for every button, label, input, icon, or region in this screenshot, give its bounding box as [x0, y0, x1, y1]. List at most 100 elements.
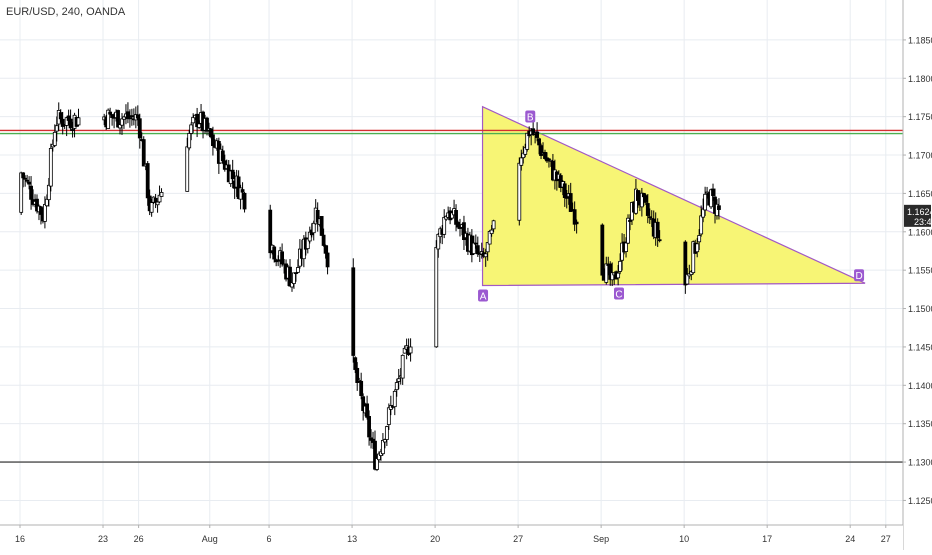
candle-body [489, 229, 494, 235]
candle-body [645, 203, 650, 216]
candle-body [525, 132, 530, 150]
pattern-label: D [855, 271, 862, 282]
candle [624, 237, 628, 258]
candle [48, 143, 53, 192]
price-tag-bg [904, 204, 931, 227]
candle [626, 214, 630, 245]
candle [60, 111, 65, 135]
x-tick-label: 23 [98, 534, 108, 544]
pattern-label: C [615, 290, 622, 301]
candle [487, 230, 492, 245]
candle-body [106, 109, 111, 129]
candle [535, 122, 539, 142]
candle-body [717, 205, 721, 210]
candle-body [473, 242, 478, 245]
candle [442, 209, 447, 239]
y-tick-label: 1.14500 [908, 342, 932, 352]
candle-body [517, 162, 522, 221]
candle [525, 132, 530, 152]
candle [116, 109, 120, 128]
candle-body [311, 222, 316, 234]
candle [657, 230, 662, 243]
candle-body [29, 185, 33, 200]
candle [359, 372, 364, 400]
x-tick-label: 27 [513, 534, 523, 544]
candle-body [52, 131, 57, 146]
candle-body [25, 179, 30, 182]
candle-body [353, 357, 358, 370]
candle-body [128, 117, 132, 120]
candle-body [456, 222, 460, 228]
candle [19, 171, 24, 215]
candle-body [572, 209, 577, 225]
candle [699, 205, 704, 237]
candle [272, 245, 277, 263]
candle-body [396, 378, 401, 382]
candle-body [367, 416, 371, 438]
candle-body [618, 260, 623, 272]
candle [386, 403, 391, 430]
candle [703, 186, 708, 216]
candle [517, 157, 522, 226]
pattern-label-bg [525, 110, 536, 123]
pattern-label: A [480, 292, 487, 303]
pattern-label-bg [478, 289, 489, 302]
candle-body [471, 242, 476, 254]
candle-body [711, 188, 715, 196]
candle-body [120, 118, 124, 126]
candle [697, 229, 702, 251]
candle-body [535, 131, 539, 138]
symbol-title: EUR/USD, 240, OANDA [6, 6, 126, 18]
candle [187, 129, 192, 151]
candle-body [394, 382, 399, 391]
candle [351, 258, 356, 363]
candle-body [485, 242, 490, 253]
candle [325, 245, 330, 275]
candle-body [408, 346, 413, 354]
candle [242, 192, 247, 213]
candle-body [159, 192, 164, 197]
candle-body [315, 209, 320, 223]
candle-body [628, 220, 632, 222]
candle-body [365, 403, 370, 418]
y-tick-label: 1.12500 [908, 496, 932, 506]
candle-body [155, 201, 160, 206]
y-tick-label: 1.17000 [908, 151, 932, 161]
y-tick-label: 1.16500 [908, 189, 932, 199]
candle [106, 108, 111, 129]
candle [485, 242, 490, 261]
candle-body [616, 272, 621, 279]
candle [145, 161, 150, 206]
candle-body [483, 253, 488, 258]
candle-body [157, 194, 162, 203]
candle-body [703, 193, 708, 211]
candle-body [600, 224, 605, 276]
candle-body [135, 114, 140, 119]
y-tick-label: 1.14000 [908, 381, 932, 391]
candle [685, 268, 690, 285]
candle-body [76, 117, 81, 126]
x-tick-label: 20 [430, 534, 440, 544]
candle-body [319, 216, 324, 236]
x-tick-label: 6 [267, 534, 272, 544]
candle [454, 204, 458, 232]
candle-body [58, 112, 63, 120]
candle-body [145, 163, 150, 199]
candle [321, 228, 326, 247]
x-tick-label: 16 [15, 534, 25, 544]
candle [305, 238, 310, 254]
candle [155, 201, 160, 213]
candle [475, 236, 480, 257]
current-price-tag: 1.1624723:49 [904, 204, 932, 227]
candle [43, 196, 47, 229]
candle-body [48, 148, 53, 187]
pattern-label: B [527, 112, 534, 123]
pattern-label-bg [614, 287, 624, 300]
candle-body [240, 189, 245, 193]
candle-body [574, 221, 579, 225]
candle-body [141, 139, 146, 167]
candle-body [643, 195, 648, 203]
x-tick-label: 27 [881, 534, 891, 544]
y-tick-label: 1.13500 [908, 419, 932, 429]
x-tick-label: 10 [679, 534, 689, 544]
